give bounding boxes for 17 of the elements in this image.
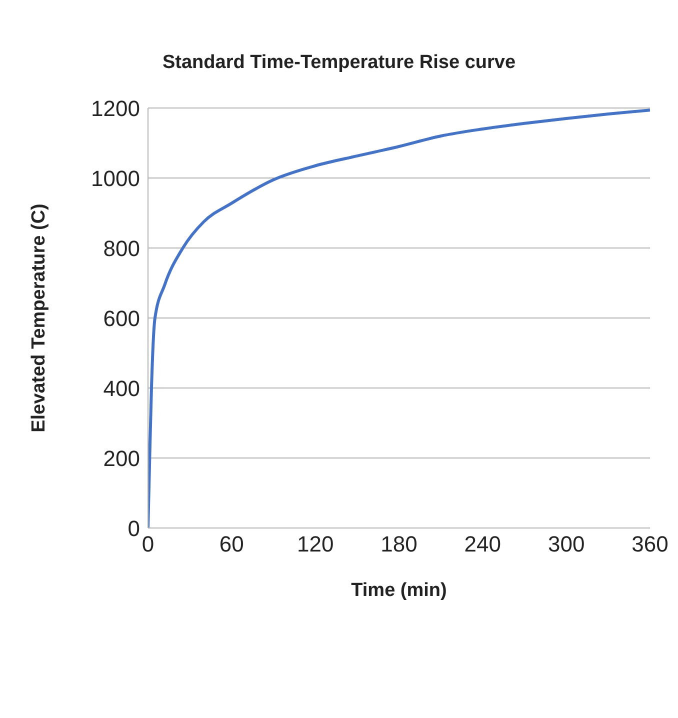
y-tick-label: 400 bbox=[103, 376, 140, 401]
x-tick-label: 240 bbox=[464, 532, 502, 557]
y-tick-label: 200 bbox=[103, 446, 140, 471]
x-tick-label: 120 bbox=[296, 532, 334, 557]
y-tick-label: 800 bbox=[103, 236, 140, 261]
x-tick-label: 60 bbox=[219, 532, 244, 557]
chart-title: Standard Time-Temperature Rise curve bbox=[161, 52, 517, 74]
line-series bbox=[148, 108, 650, 528]
x-tick-label: 300 bbox=[548, 532, 585, 557]
y-tick-label: 1200 bbox=[91, 96, 140, 121]
y-tick-label: 1000 bbox=[91, 166, 140, 191]
y-axis-title: Elevated Temperature (C) bbox=[28, 204, 50, 432]
y-tick-label: 600 bbox=[103, 306, 140, 331]
x-axis-title: Time (min) bbox=[351, 580, 447, 601]
y-tick-label: 0 bbox=[128, 516, 140, 541]
x-tick-label: 180 bbox=[380, 532, 418, 557]
x-tick-label: 360 bbox=[632, 532, 668, 557]
